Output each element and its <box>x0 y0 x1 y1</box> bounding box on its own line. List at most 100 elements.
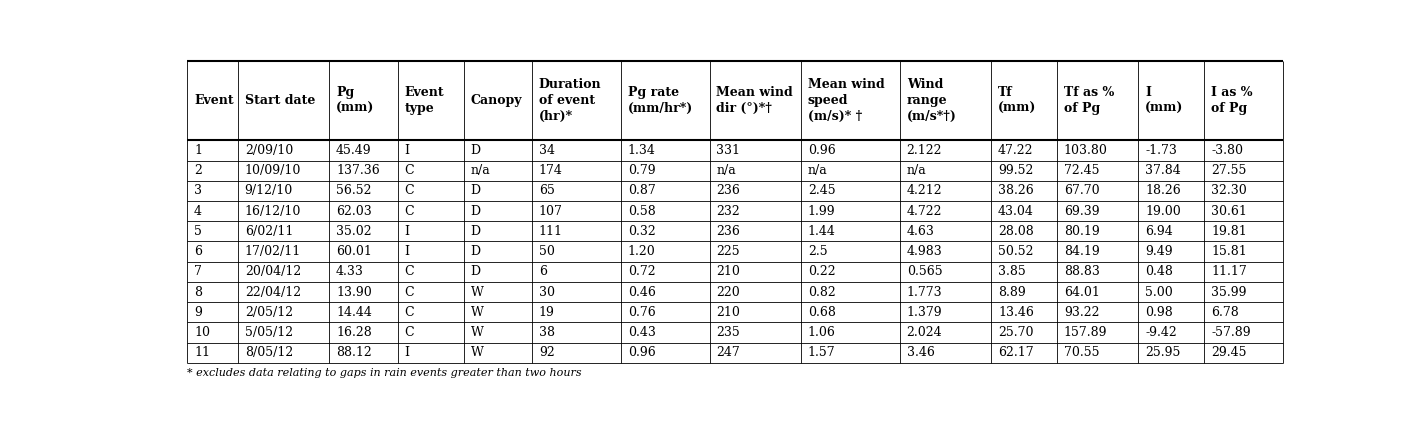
Text: 5.00: 5.00 <box>1145 285 1172 298</box>
Text: 18.26: 18.26 <box>1145 184 1181 197</box>
Text: D: D <box>470 184 481 197</box>
Text: W: W <box>470 326 483 339</box>
Text: 62.17: 62.17 <box>998 346 1034 359</box>
Text: n/a: n/a <box>717 164 737 177</box>
Text: * excludes data relating to gaps in rain events greater than two hours: * excludes data relating to gaps in rain… <box>187 368 583 377</box>
Text: 2: 2 <box>194 164 201 177</box>
Text: 62.03: 62.03 <box>336 205 371 217</box>
Text: 16.28: 16.28 <box>336 326 371 339</box>
Text: Start date: Start date <box>244 94 316 107</box>
Text: 0.32: 0.32 <box>628 225 655 238</box>
Text: -9.42: -9.42 <box>1145 326 1177 339</box>
Text: D: D <box>470 265 481 278</box>
Text: 210: 210 <box>717 265 740 278</box>
Text: 220: 220 <box>717 285 740 298</box>
Text: 19: 19 <box>538 306 555 319</box>
Text: 70.55: 70.55 <box>1064 346 1100 359</box>
Text: 11: 11 <box>194 346 210 359</box>
Text: 236: 236 <box>717 225 740 238</box>
Text: 137.36: 137.36 <box>336 164 380 177</box>
Text: 0.87: 0.87 <box>628 184 655 197</box>
Text: Mean wind
speed
(m/s)* †: Mean wind speed (m/s)* † <box>808 78 884 123</box>
Text: 2/05/12: 2/05/12 <box>244 306 293 319</box>
Text: 50: 50 <box>538 245 555 258</box>
Text: 69.39: 69.39 <box>1064 205 1100 217</box>
Text: Mean wind
dir (°)*†: Mean wind dir (°)*† <box>717 86 793 115</box>
Text: 84.19: 84.19 <box>1064 245 1100 258</box>
Text: I: I <box>404 245 410 258</box>
Text: -1.73: -1.73 <box>1145 144 1177 157</box>
Text: 2.5: 2.5 <box>808 245 827 258</box>
Text: 38: 38 <box>538 326 555 339</box>
Text: 50.52: 50.52 <box>998 245 1034 258</box>
Text: W: W <box>470 306 483 319</box>
Text: D: D <box>470 245 481 258</box>
Text: I: I <box>404 225 410 238</box>
Text: 2/09/10: 2/09/10 <box>244 144 293 157</box>
Text: 38.26: 38.26 <box>998 184 1034 197</box>
Text: 28.08: 28.08 <box>998 225 1034 238</box>
Text: 65: 65 <box>538 184 555 197</box>
Text: 157.89: 157.89 <box>1064 326 1107 339</box>
Text: 0.98: 0.98 <box>1145 306 1172 319</box>
Text: 80.19: 80.19 <box>1064 225 1100 238</box>
Text: Tf as %
of Pg: Tf as % of Pg <box>1064 86 1114 115</box>
Text: n/a: n/a <box>907 164 927 177</box>
Text: 236: 236 <box>717 184 740 197</box>
Text: 1: 1 <box>194 144 201 157</box>
Text: 0.22: 0.22 <box>808 265 835 278</box>
Text: 4.63: 4.63 <box>907 225 934 238</box>
Text: Pg
(mm): Pg (mm) <box>336 86 374 115</box>
Text: 247: 247 <box>717 346 740 359</box>
Text: I
(mm): I (mm) <box>1145 86 1184 115</box>
Text: 0.565: 0.565 <box>907 265 942 278</box>
Text: 72.45: 72.45 <box>1064 164 1100 177</box>
Text: 43.04: 43.04 <box>998 205 1034 217</box>
Text: 45.49: 45.49 <box>336 144 371 157</box>
Text: 0.46: 0.46 <box>628 285 655 298</box>
Text: 19.00: 19.00 <box>1145 205 1181 217</box>
Text: 6.78: 6.78 <box>1211 306 1238 319</box>
Text: 64.01: 64.01 <box>1064 285 1100 298</box>
Text: 25.70: 25.70 <box>998 326 1034 339</box>
Text: 67.70: 67.70 <box>1064 184 1100 197</box>
Text: 2.45: 2.45 <box>808 184 835 197</box>
Text: 13.46: 13.46 <box>998 306 1034 319</box>
Text: 107: 107 <box>538 205 563 217</box>
Text: 8.89: 8.89 <box>998 285 1025 298</box>
Text: Event: Event <box>194 94 234 107</box>
Text: Canopy: Canopy <box>470 94 523 107</box>
Text: 6: 6 <box>194 245 201 258</box>
Text: 35.02: 35.02 <box>336 225 371 238</box>
Text: 111: 111 <box>538 225 563 238</box>
Text: 2.122: 2.122 <box>907 144 942 157</box>
Text: 34: 34 <box>538 144 555 157</box>
Text: 7: 7 <box>194 265 201 278</box>
Text: n/a: n/a <box>808 164 827 177</box>
Text: C: C <box>404 285 414 298</box>
Text: 30.61: 30.61 <box>1211 205 1247 217</box>
Text: 4.212: 4.212 <box>907 184 942 197</box>
Text: 19.81: 19.81 <box>1211 225 1247 238</box>
Text: W: W <box>470 346 483 359</box>
Text: 13.90: 13.90 <box>336 285 371 298</box>
Text: -57.89: -57.89 <box>1211 326 1251 339</box>
Text: C: C <box>404 184 414 197</box>
Text: 232: 232 <box>717 205 740 217</box>
Text: 47.22: 47.22 <box>998 144 1034 157</box>
Text: 27.55: 27.55 <box>1211 164 1247 177</box>
Text: 1.99: 1.99 <box>808 205 835 217</box>
Text: 30: 30 <box>538 285 555 298</box>
Text: 88.12: 88.12 <box>336 346 371 359</box>
Text: C: C <box>404 265 414 278</box>
Text: 6.94: 6.94 <box>1145 225 1172 238</box>
Text: 10: 10 <box>194 326 210 339</box>
Text: 10/09/10: 10/09/10 <box>244 164 301 177</box>
Text: 92: 92 <box>538 346 554 359</box>
Text: I: I <box>404 346 410 359</box>
Text: 8/05/12: 8/05/12 <box>244 346 293 359</box>
Text: 5: 5 <box>194 225 201 238</box>
Text: 1.773: 1.773 <box>907 285 942 298</box>
Text: 103.80: 103.80 <box>1064 144 1108 157</box>
Text: 0.72: 0.72 <box>628 265 655 278</box>
